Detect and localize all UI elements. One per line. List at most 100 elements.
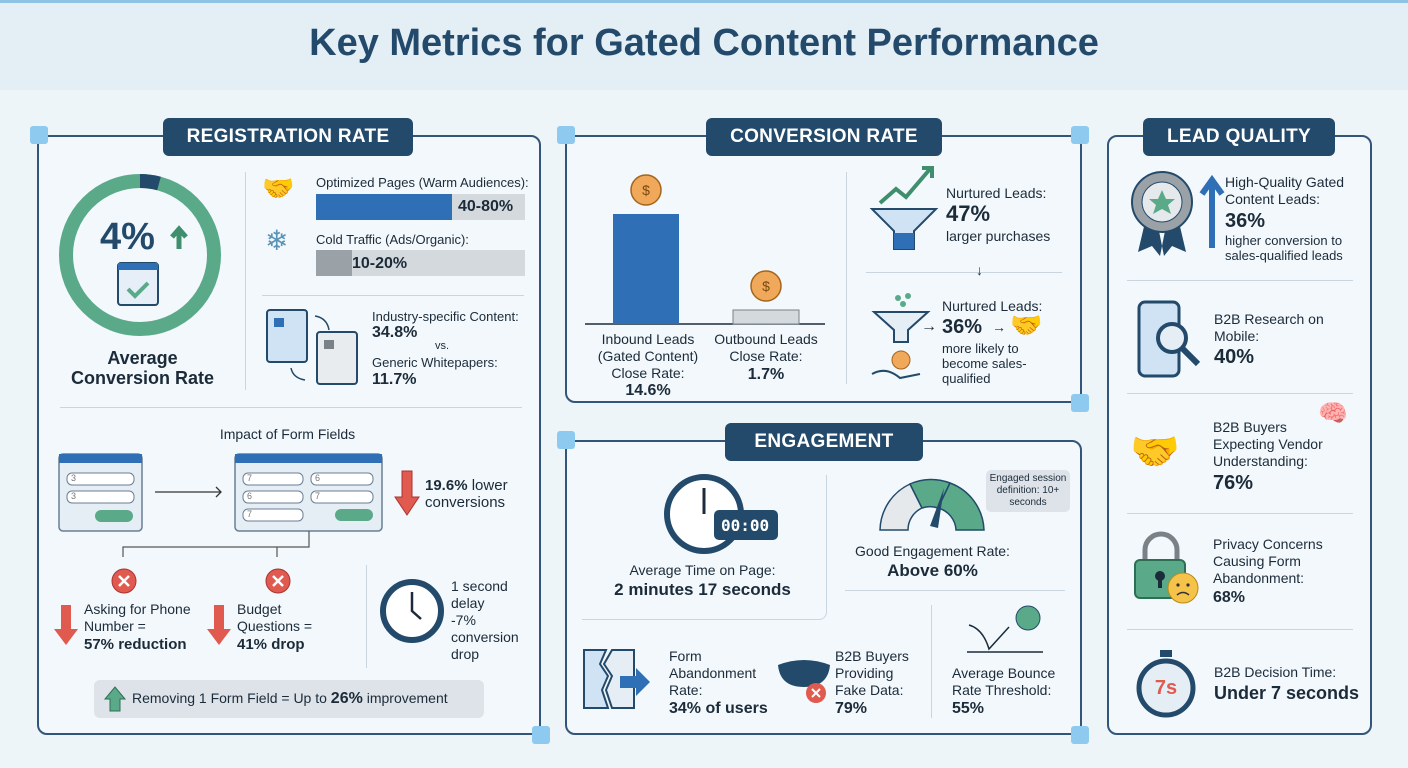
broken-form-icon bbox=[583, 649, 650, 709]
conversion-ring-icon bbox=[59, 174, 221, 336]
lq-label: Privacy Concerns Causing Form Abandonmen… bbox=[1213, 536, 1323, 586]
outbound-label: Outbound Leads Close Rate: bbox=[714, 331, 818, 364]
bounce-icon bbox=[967, 605, 1043, 653]
corner-decoration bbox=[1071, 394, 1089, 412]
short-field-value: 3 bbox=[71, 491, 77, 501]
coin-symbol: $ bbox=[762, 278, 770, 294]
form-fields-diagram bbox=[58, 453, 383, 557]
divider bbox=[931, 605, 932, 718]
rate-label: Good Engagement Rate: bbox=[855, 543, 1010, 559]
coin-icon bbox=[750, 270, 782, 302]
inbound-label: Inbound Leads (Gated Content) Close Rate… bbox=[597, 331, 699, 381]
removing-text: Removing 1 Form Field = Up to 26% improv… bbox=[132, 690, 448, 707]
handshake-icon: 🤝 bbox=[262, 173, 295, 203]
removing-value: 26% bbox=[330, 690, 363, 707]
divider bbox=[245, 172, 246, 390]
bar-outbound bbox=[732, 309, 800, 325]
award-badge-icon bbox=[1131, 171, 1225, 256]
divider bbox=[1127, 280, 1353, 281]
budget-text: Budget Questions = bbox=[237, 601, 313, 634]
cold-label: Cold Traffic (Ads/Organic): bbox=[316, 232, 469, 247]
handshake-icon: 🤝 bbox=[1130, 430, 1180, 474]
fake-value: 79% bbox=[835, 700, 868, 717]
delay-text: 1 second delay bbox=[451, 578, 508, 611]
n2-value: 36% bbox=[942, 316, 983, 338]
snowflake-icon: ❄ bbox=[265, 225, 289, 256]
n1-label: Nurtured Leads: bbox=[946, 185, 1047, 201]
stopwatch-icon bbox=[1136, 650, 1196, 718]
corner-decoration bbox=[1071, 126, 1089, 144]
registration-header: REGISTRATION RATE bbox=[163, 118, 413, 156]
corner-decoration bbox=[1071, 726, 1089, 744]
stopwatch-timer-icon bbox=[664, 474, 778, 554]
corner-decoration bbox=[30, 126, 48, 144]
lq-value: 76% bbox=[1213, 472, 1254, 494]
warm-label: Optimized Pages (Warm Audiences): bbox=[316, 175, 529, 190]
divider bbox=[1127, 513, 1353, 514]
long-field-value: 7 bbox=[315, 491, 321, 501]
bar-inbound bbox=[613, 214, 679, 324]
corner-decoration bbox=[557, 431, 575, 449]
n1-value: 47% bbox=[946, 201, 991, 226]
decision-badge: 7s bbox=[1154, 677, 1178, 699]
divider bbox=[866, 272, 1062, 273]
funnel-growth-icon bbox=[869, 166, 939, 250]
lower-conversions: 19.6% lower conversions bbox=[425, 477, 535, 511]
removing-label: Removing 1 Form Field = Up to bbox=[132, 690, 327, 706]
timer-display: 00:00 bbox=[721, 516, 770, 535]
bounce-label: Average Bounce Rate Threshold: bbox=[952, 665, 1056, 698]
abandon-value: 34% of users bbox=[669, 700, 768, 717]
lq-value: Under 7 seconds bbox=[1214, 683, 1360, 703]
removing-suffix: improvement bbox=[366, 690, 448, 706]
phone-value: 57% reduction bbox=[84, 636, 187, 653]
divider bbox=[366, 565, 367, 668]
lq-desc: higher conversion to sales-qualified lea… bbox=[1225, 233, 1343, 263]
lq-value: 68% bbox=[1213, 589, 1246, 606]
n2-desc: more likely to become sales-qualified bbox=[942, 341, 1027, 386]
brain-icon: 🧠 bbox=[1318, 400, 1348, 427]
down-arrow-icon bbox=[394, 470, 420, 516]
lower-value: 19.6% bbox=[425, 477, 468, 494]
lq-label: High-Quality Gated Content Leads: bbox=[1225, 174, 1345, 207]
delay-label: conversion drop bbox=[451, 629, 519, 662]
documents-icon bbox=[266, 309, 358, 385]
generic-label: Generic Whitepapers: bbox=[372, 355, 498, 370]
n1-desc: larger purchases bbox=[946, 228, 1051, 244]
down-arrow-icon bbox=[54, 605, 78, 645]
warm-bar bbox=[316, 194, 525, 220]
phone-text: Asking for Phone Number = bbox=[84, 601, 191, 634]
corner-decoration bbox=[532, 726, 550, 744]
lead-quality-header: LEAD QUALITY bbox=[1143, 118, 1335, 156]
generic-value: 11.7% bbox=[372, 371, 417, 388]
short-field-value: 3 bbox=[71, 473, 77, 483]
avg-value: 4% bbox=[100, 216, 155, 258]
long-field-value: 6 bbox=[247, 491, 253, 501]
down-arrow-icon bbox=[207, 605, 231, 645]
time-value: 2 minutes 17 seconds bbox=[614, 580, 791, 599]
fake-label: B2B Buyers Providing Fake Data: bbox=[835, 648, 909, 698]
n2-label: Nurtured Leads: bbox=[942, 298, 1043, 314]
vs-label: vs. bbox=[435, 340, 450, 352]
coin-icon bbox=[630, 174, 662, 206]
lq-value: 40% bbox=[1214, 346, 1255, 368]
arrow-icon: → bbox=[921, 318, 937, 335]
divider bbox=[262, 295, 524, 296]
clock-icon bbox=[380, 579, 444, 643]
up-arrow-icon bbox=[103, 686, 127, 712]
long-field-value: 6 bbox=[315, 473, 321, 483]
rate-value: Above 60% bbox=[887, 561, 978, 580]
gauge-icon bbox=[879, 478, 985, 531]
lower-label: lower conversions bbox=[425, 477, 508, 511]
outbound-value: 1.7% bbox=[747, 366, 785, 383]
removing-banner bbox=[94, 680, 484, 718]
corner-decoration bbox=[557, 126, 575, 144]
mask-icon bbox=[778, 660, 830, 703]
arrow-icon: → bbox=[992, 319, 1006, 335]
engagement-header: ENGAGEMENT bbox=[725, 423, 923, 461]
engaged-session-tooltip: Engaged session definition: 10+ seconds bbox=[986, 470, 1070, 512]
coin-symbol: $ bbox=[642, 182, 650, 198]
lock-worried-icon bbox=[1134, 531, 1199, 604]
cold-bar bbox=[316, 250, 525, 276]
divider bbox=[846, 172, 847, 384]
bounce-value: 55% bbox=[952, 700, 985, 717]
